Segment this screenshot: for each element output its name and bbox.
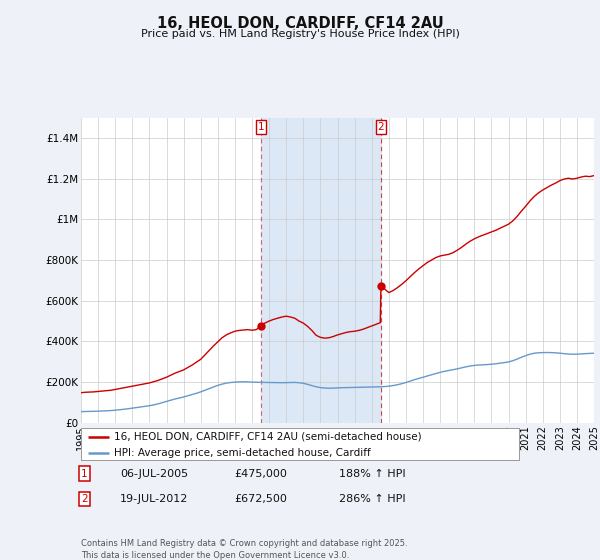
Text: Contains HM Land Registry data © Crown copyright and database right 2025.
This d: Contains HM Land Registry data © Crown c… (81, 539, 407, 559)
Text: 188% ↑ HPI: 188% ↑ HPI (339, 469, 406, 479)
Text: 2: 2 (377, 122, 384, 132)
Text: 2: 2 (81, 494, 88, 504)
Text: 1: 1 (81, 469, 88, 479)
Bar (261, 118, 381, 423)
Text: HPI: Average price, semi-detached house, Cardiff: HPI: Average price, semi-detached house,… (114, 448, 371, 458)
Text: 06-JUL-2005: 06-JUL-2005 (120, 469, 188, 479)
Text: 16, HEOL DON, CARDIFF, CF14 2AU (semi-detached house): 16, HEOL DON, CARDIFF, CF14 2AU (semi-de… (114, 432, 421, 442)
Text: 286% ↑ HPI: 286% ↑ HPI (339, 494, 406, 504)
Text: £475,000: £475,000 (234, 469, 287, 479)
Text: 1: 1 (257, 122, 264, 132)
Text: £672,500: £672,500 (234, 494, 287, 504)
Text: 16, HEOL DON, CARDIFF, CF14 2AU: 16, HEOL DON, CARDIFF, CF14 2AU (157, 16, 443, 31)
Text: Price paid vs. HM Land Registry's House Price Index (HPI): Price paid vs. HM Land Registry's House … (140, 29, 460, 39)
Text: 19-JUL-2012: 19-JUL-2012 (120, 494, 188, 504)
